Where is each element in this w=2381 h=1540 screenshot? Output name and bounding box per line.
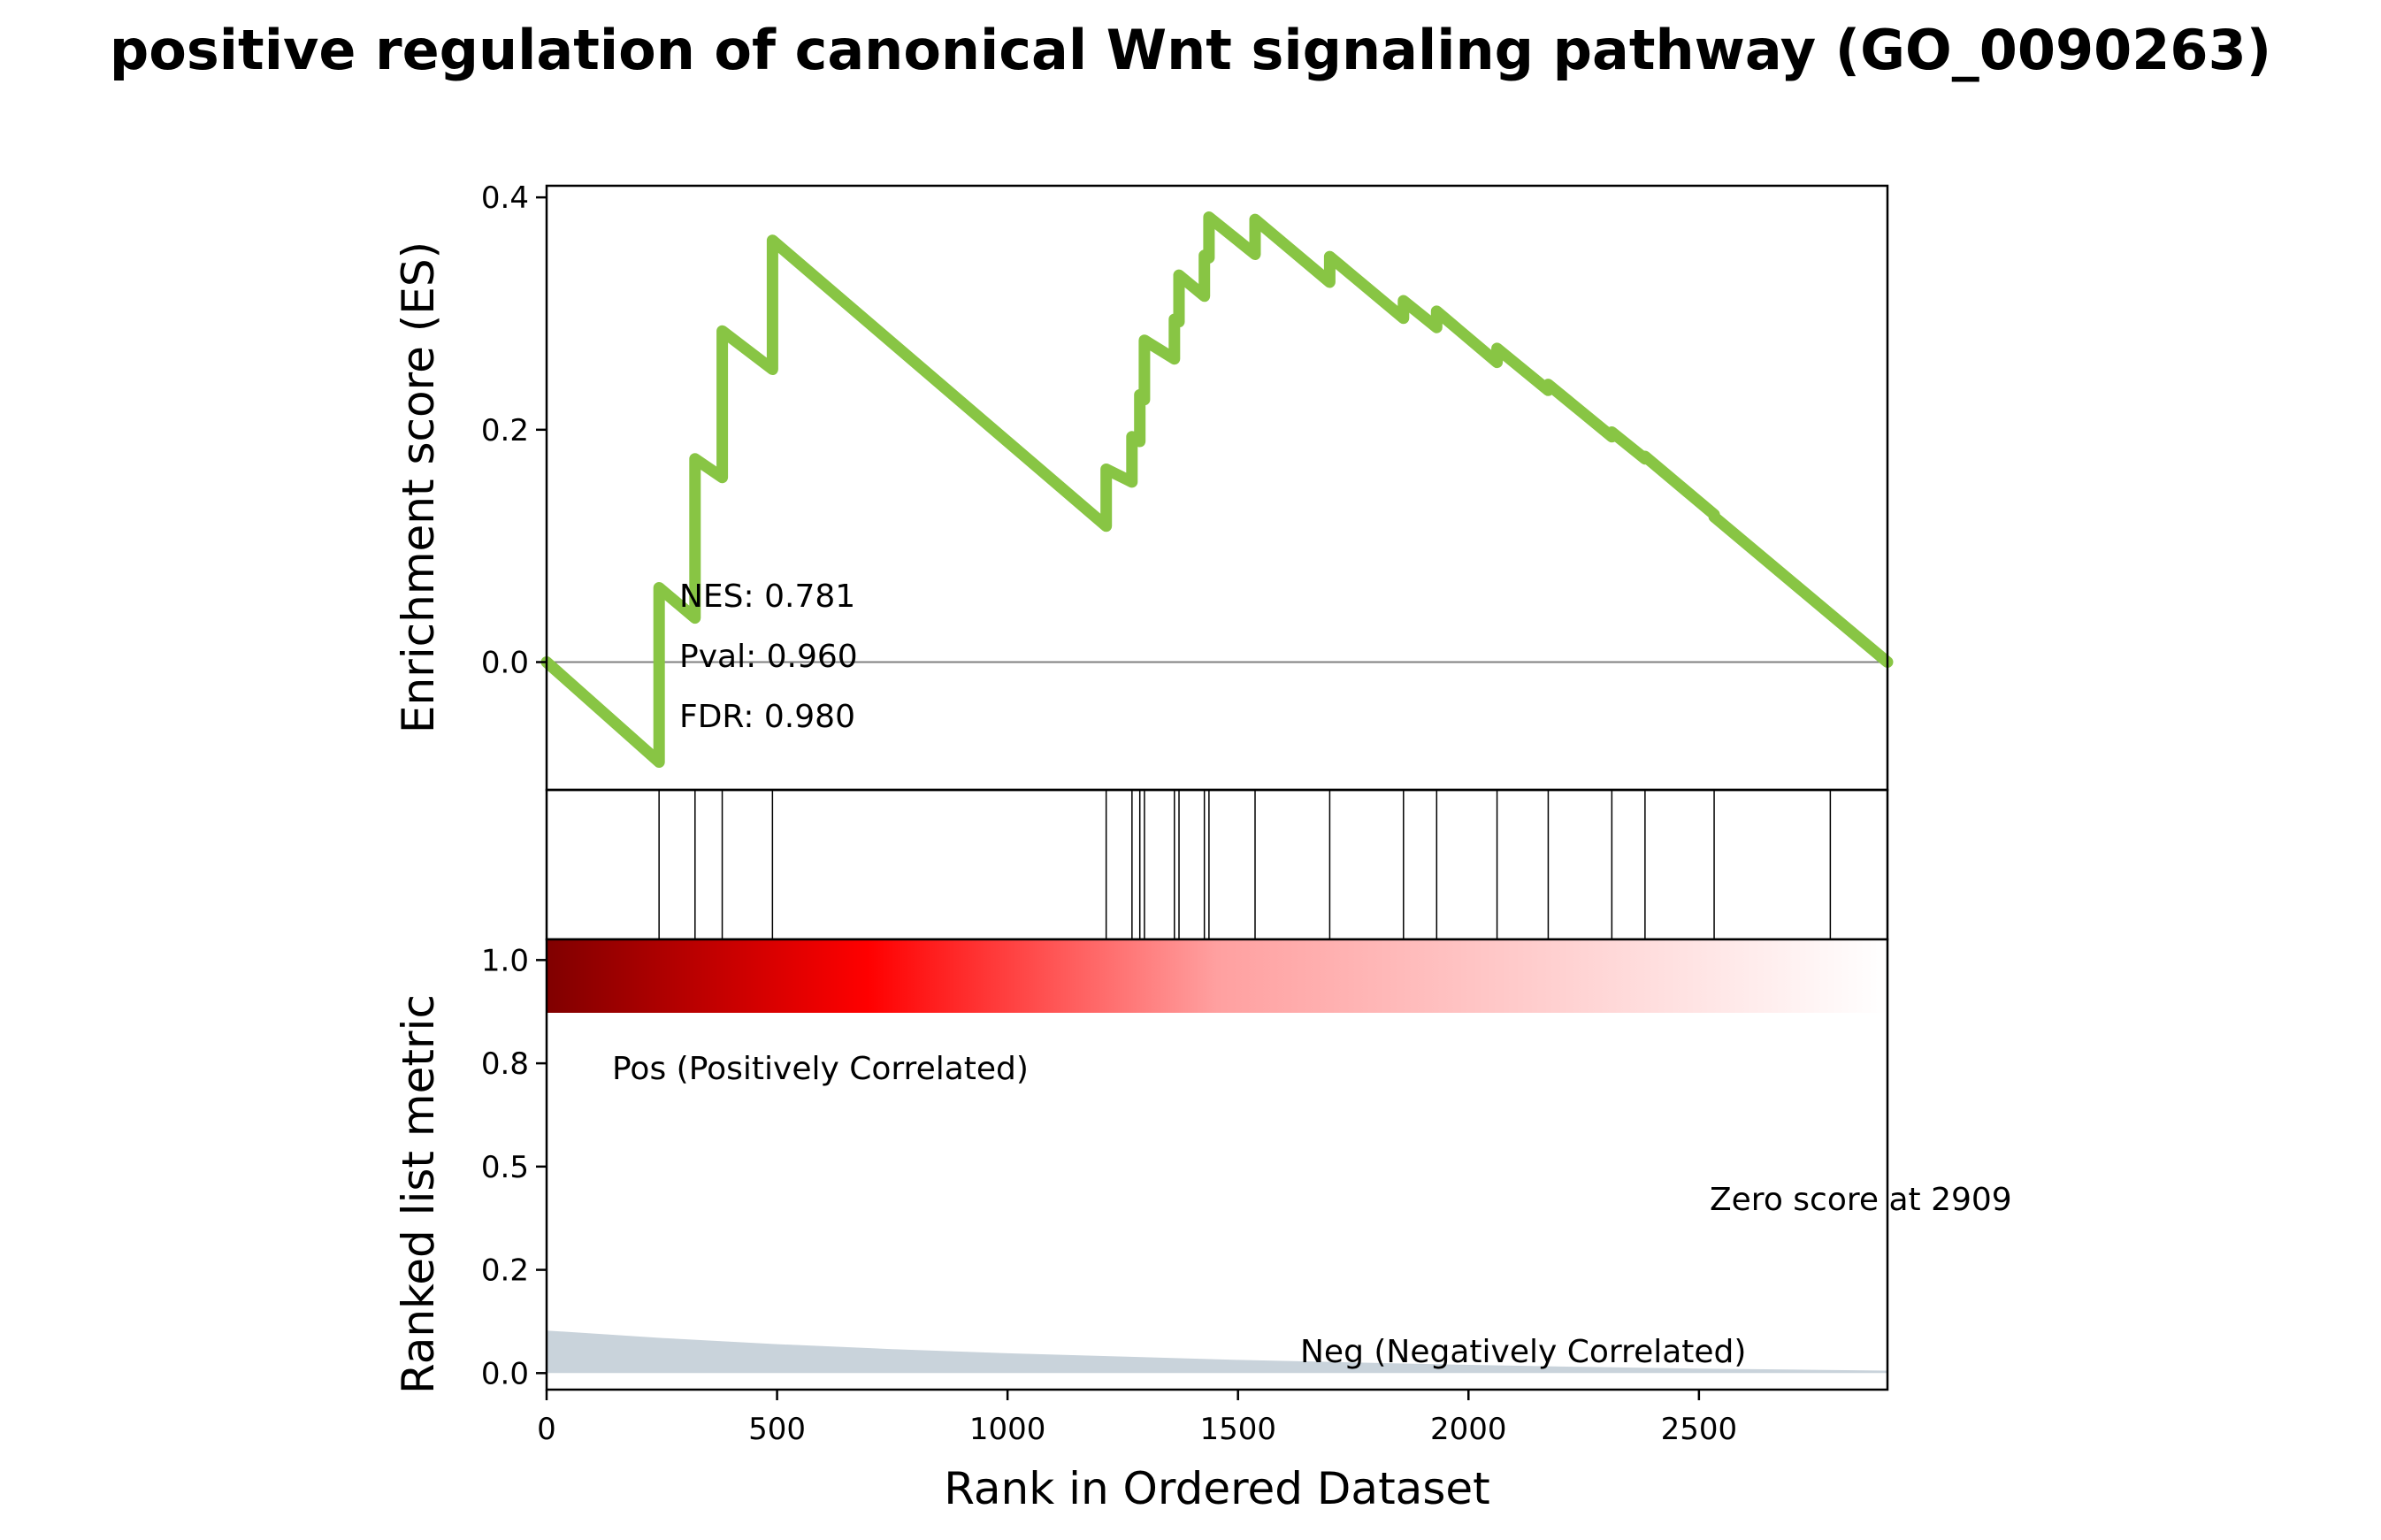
xlabel: Rank in Ordered Dataset [944,1463,1489,1514]
es-ylabel: Enrichment score (ES) [393,241,444,733]
metric-ytick-label: 0.5 [481,1150,529,1185]
metric-area [547,1330,1887,1374]
metric-panel: 0.0 0.2 0.5 0.8 1.0 0 500 1000 1500 2000 2500 Ran… [393,938,2012,1514]
es-panel: 0.0 0.2 0.4 Enrichment score (ES) NES: 0.7… [393,180,1894,792]
es-curve [540,211,1894,768]
es-y-ticks: 0.0 0.2 0.4 [481,180,547,681]
zero-score-label: Zero score at 2909 [1710,1182,2012,1218]
x-ticks: 0 500 1000 1500 2000 2500 [537,1390,1737,1447]
xtick-label: 1000 [969,1412,1046,1447]
hits-panel [545,788,1889,941]
metric-ytick-label: 0.0 [481,1356,529,1391]
pval-label: Pval: 0.960 [679,639,858,675]
xtick-label: 500 [748,1412,806,1447]
xtick-label: 2000 [1430,1412,1507,1447]
metric-ytick-label: 0.8 [481,1046,529,1082]
hit-lines [658,790,1832,939]
metric-ytick-label: 0.2 [481,1253,529,1289]
metric-ytick-label: 1.0 [481,943,529,978]
heatmap-bar [547,940,1887,1013]
pos-label: Pos (Positively Correlated) [612,1051,1029,1087]
chart-title: positive regulation of canonical Wnt sig… [110,18,2271,82]
fdr-label: FDR: 0.980 [679,699,855,735]
xtick-label: 0 [537,1412,556,1447]
nes-label: NES: 0.781 [679,578,855,615]
es-ytick-label: 0.2 [481,413,529,448]
es-ytick-label: 0.4 [481,180,529,216]
xtick-label: 2500 [1661,1412,1738,1447]
es-ytick-label: 0.0 [481,646,529,681]
xtick-label: 1500 [1199,1412,1276,1447]
metric-y-ticks: 0.0 0.2 0.5 0.8 1.0 [481,943,547,1391]
neg-label: Neg (Negatively Correlated) [1300,1334,1746,1370]
metric-frame [545,938,1889,1391]
hits-frame [545,788,1889,941]
metric-ylabel: Ranked list metric [393,994,444,1394]
